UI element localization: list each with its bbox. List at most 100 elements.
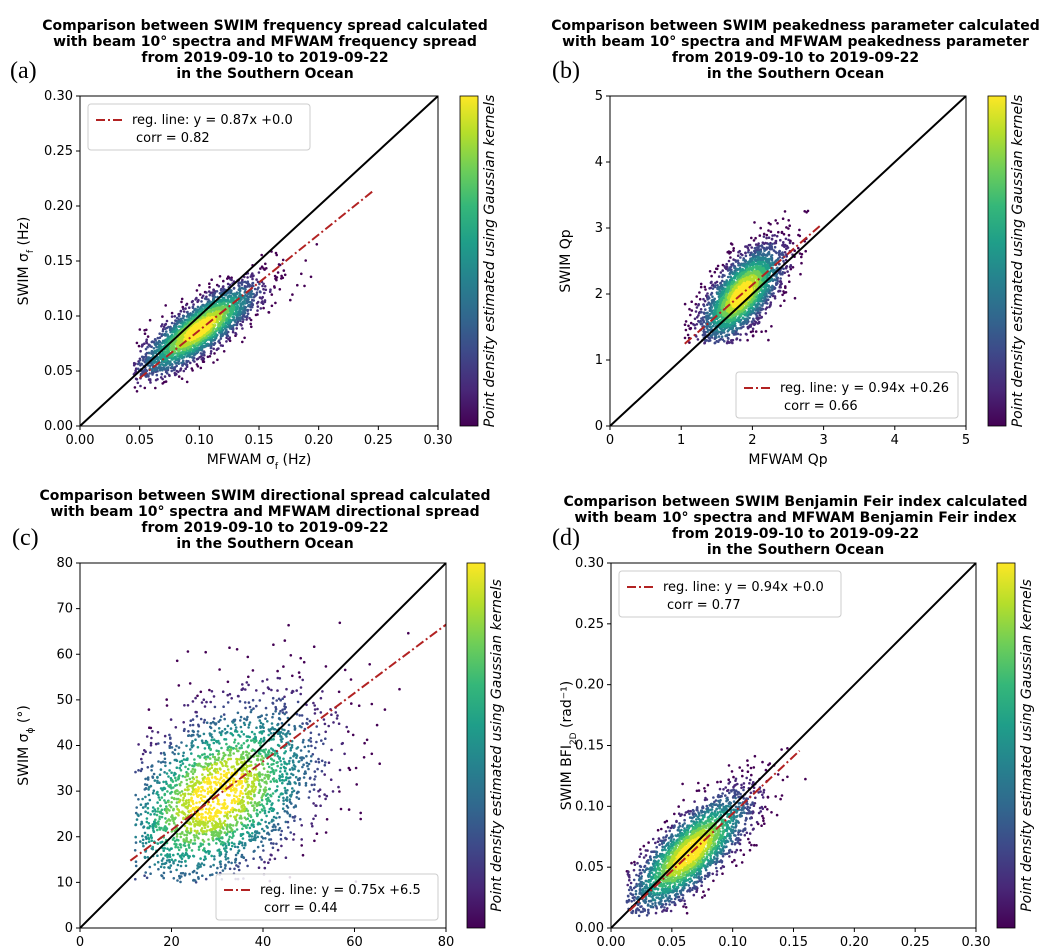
scatter-point xyxy=(784,237,788,241)
scatter-point xyxy=(255,278,258,281)
scatter-point xyxy=(729,323,733,326)
x-tick-label: 0.20 xyxy=(304,433,333,448)
scatter-point xyxy=(164,304,167,307)
scatter-point xyxy=(238,306,242,310)
scatter-point xyxy=(765,254,769,257)
scatter-point xyxy=(704,330,707,334)
scatter-point xyxy=(754,259,758,263)
scatter-point xyxy=(758,292,762,296)
scatter-point xyxy=(249,318,253,322)
scatter-point xyxy=(788,241,792,245)
scatter-point xyxy=(202,350,205,354)
scatter-point xyxy=(747,248,750,252)
scatter-point xyxy=(235,327,238,330)
scatter-point xyxy=(219,344,223,347)
scatter-point xyxy=(179,310,183,313)
scatter-point xyxy=(217,284,221,288)
scatter-point xyxy=(771,242,774,246)
scatter-point xyxy=(278,288,282,291)
scatter-point xyxy=(264,262,267,266)
scatter-point xyxy=(145,368,148,372)
scatter-point xyxy=(246,312,250,316)
scatter-point xyxy=(791,266,795,269)
scatter-point xyxy=(775,234,779,238)
scatter-point xyxy=(213,341,217,345)
scatter-point xyxy=(237,281,240,285)
scatter-point xyxy=(224,324,228,327)
scatter-point xyxy=(296,283,299,287)
scatter-point xyxy=(748,253,752,257)
scatter-point xyxy=(725,280,728,284)
scatter-point xyxy=(700,310,703,314)
scatter-point xyxy=(744,254,748,258)
scatter-point xyxy=(143,360,147,364)
scatter-point xyxy=(768,252,771,256)
scatter-point xyxy=(261,284,264,288)
scatter-points xyxy=(132,243,319,393)
scatter-point xyxy=(732,249,735,252)
scatter-point xyxy=(776,222,779,225)
scatter-point xyxy=(788,265,792,269)
scatter-point xyxy=(754,304,758,307)
scatter-point xyxy=(732,258,735,261)
scatter-point xyxy=(235,293,238,296)
scatter-point xyxy=(756,281,759,285)
scatter-point xyxy=(210,278,213,282)
scatter-point xyxy=(251,282,254,285)
scatter-point xyxy=(163,375,167,378)
panel-c: Comparison between SWIM directional spre… xyxy=(0,470,530,946)
scatter-point xyxy=(208,282,211,286)
scatter-point xyxy=(697,304,700,307)
scatter-point xyxy=(689,321,693,325)
scatter-point xyxy=(779,304,782,308)
scatter-point xyxy=(163,341,166,345)
scatter-point xyxy=(262,306,265,310)
scatter-point xyxy=(721,279,724,283)
x-tick-label: 0.30 xyxy=(424,433,453,448)
scatter-point xyxy=(238,285,241,288)
scatter-point xyxy=(763,249,766,253)
scatter-point xyxy=(760,330,763,334)
scatter-point xyxy=(158,340,162,344)
scatter-point xyxy=(247,303,251,307)
scatter-point xyxy=(143,332,147,336)
scatter-point xyxy=(162,325,166,329)
scatter-point xyxy=(248,317,251,320)
scatter-point xyxy=(282,269,286,272)
scatter-point xyxy=(715,267,719,271)
scatter-point xyxy=(771,234,774,237)
scatter-point xyxy=(717,275,721,278)
scatter-point xyxy=(218,331,221,334)
scatter-point xyxy=(689,326,693,330)
scatter-point xyxy=(179,367,183,370)
scatter-point xyxy=(730,339,733,342)
scatter-point xyxy=(146,335,150,338)
x-tick-label: 0.10 xyxy=(185,433,214,448)
scatter-point xyxy=(735,318,739,322)
scatter-point xyxy=(225,340,228,343)
scatter-point xyxy=(719,282,722,285)
scatter-point xyxy=(274,277,277,281)
panel-a: Comparison between SWIM frequency spread… xyxy=(0,0,530,470)
scatter-point xyxy=(208,293,212,297)
scatter-point xyxy=(698,291,701,294)
scatter-point xyxy=(710,291,714,295)
scatter-point xyxy=(753,311,756,315)
scatter-point xyxy=(737,262,740,265)
scatter-point xyxy=(702,328,706,331)
scatter-point xyxy=(154,386,157,390)
scatter-point xyxy=(754,330,758,333)
scatter-point xyxy=(184,367,187,371)
scatter-point xyxy=(689,313,692,317)
scatter-point xyxy=(238,289,242,293)
scatter-point xyxy=(173,360,176,364)
scatter-point xyxy=(222,350,226,353)
scatter-point xyxy=(180,300,183,304)
scatter-point xyxy=(752,317,755,321)
scatter-point xyxy=(156,378,159,381)
scatter-point xyxy=(191,306,195,310)
scatter-point xyxy=(241,340,244,344)
scatter-point xyxy=(799,272,802,276)
scatter-point xyxy=(161,329,165,333)
y-tick-label: 0.10 xyxy=(44,309,73,324)
